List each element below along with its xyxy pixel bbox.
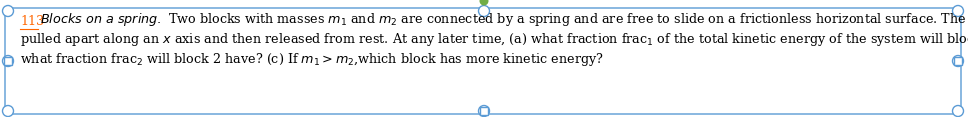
Text: pulled apart along an $x$ axis and then released from rest. At any later time, (: pulled apart along an $x$ axis and then … [20, 31, 968, 48]
Circle shape [3, 5, 14, 16]
FancyBboxPatch shape [480, 107, 488, 115]
Circle shape [478, 106, 490, 117]
Text: $\mathit{Blocks\ on\ a\ spring.}$: $\mathit{Blocks\ on\ a\ spring.}$ [40, 11, 162, 28]
Circle shape [953, 106, 963, 117]
Circle shape [953, 5, 963, 16]
Text: 113: 113 [20, 15, 45, 28]
Text: what fraction frac$_2$ will block 2 have? (c) If $m_1 > m_2$,which block has mor: what fraction frac$_2$ will block 2 have… [20, 51, 604, 68]
FancyBboxPatch shape [954, 57, 962, 65]
FancyBboxPatch shape [4, 57, 12, 65]
Circle shape [479, 0, 489, 5]
Circle shape [3, 55, 14, 66]
Circle shape [953, 55, 963, 66]
Circle shape [478, 5, 490, 16]
FancyBboxPatch shape [5, 8, 961, 114]
Circle shape [3, 106, 14, 117]
Text: Two blocks with masses $m_1$ and $m_2$ are connected by a spring and are free to: Two blocks with masses $m_1$ and $m_2$ a… [168, 11, 968, 28]
